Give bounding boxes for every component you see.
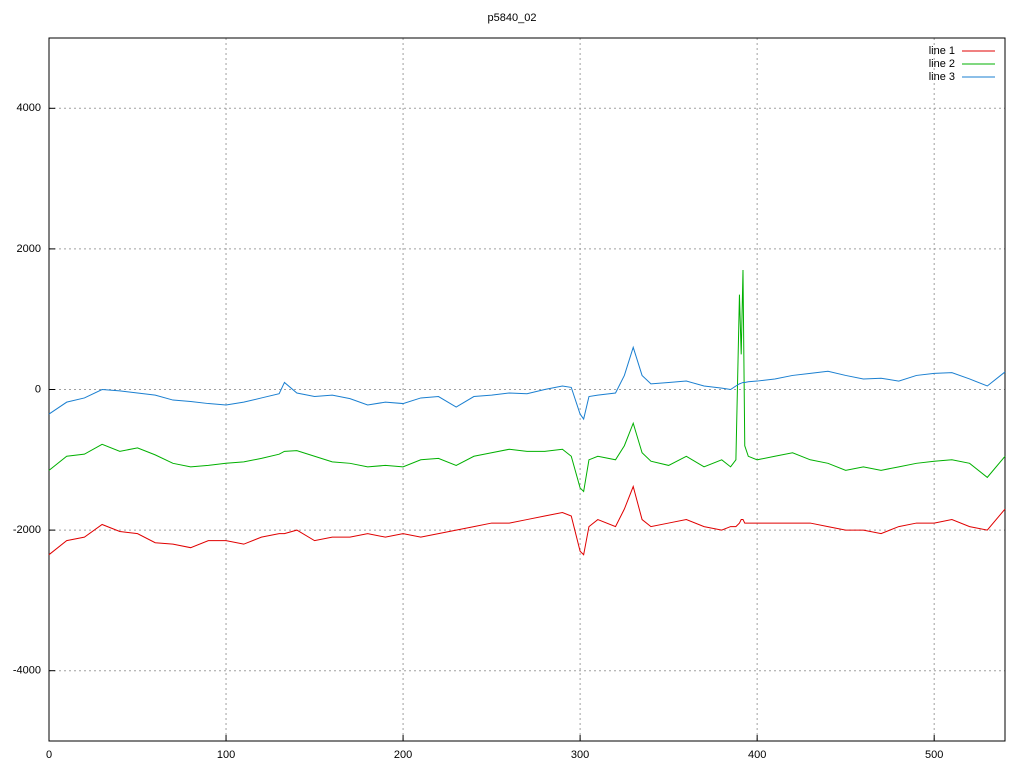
y-tick-label: -4000 [13, 665, 41, 677]
data-line [48, 269, 1006, 493]
x-tick-label: 100 [217, 749, 235, 761]
x-tick-label: 500 [925, 749, 943, 761]
x-tick-label: 300 [571, 749, 589, 761]
chart-title: p5840_02 [488, 12, 537, 24]
legend-label: line 3 [929, 71, 955, 83]
x-tick-label: 400 [748, 749, 766, 761]
y-tick-label: 2000 [17, 243, 41, 255]
x-tick-label: 200 [394, 749, 412, 761]
legend-label: line 1 [929, 45, 955, 57]
data-line [48, 345, 1006, 421]
plot-frame [48, 37, 1006, 742]
legend-label: line 2 [929, 58, 955, 70]
x-tick-label: 0 [46, 749, 52, 761]
y-tick-label: -2000 [13, 524, 41, 536]
y-tick-label: 0 [35, 383, 41, 395]
data-line [48, 484, 1006, 556]
y-tick-label: 4000 [17, 102, 41, 114]
